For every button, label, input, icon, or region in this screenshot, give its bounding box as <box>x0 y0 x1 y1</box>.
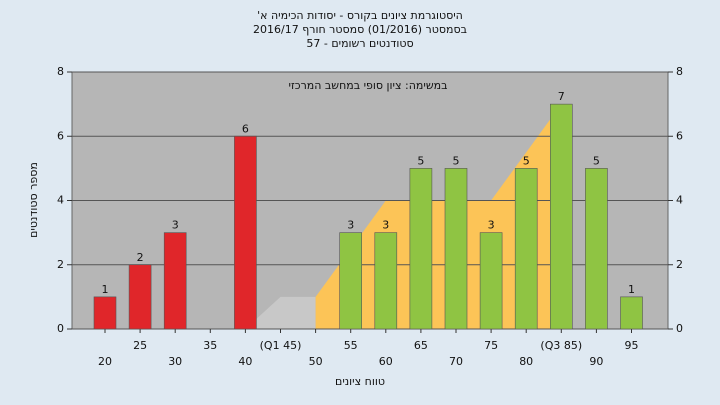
x-tick-label: 35 <box>203 339 217 352</box>
bar <box>444 168 468 330</box>
x-tick-label: 25 <box>133 339 147 352</box>
x-tick-label: 65 <box>414 339 428 352</box>
bar <box>93 296 117 330</box>
x-tick-label: (Q1 45) <box>260 339 302 352</box>
data-label: 3 <box>382 219 389 232</box>
x-tick-label: 80 <box>519 355 533 368</box>
x-tick-label: 50 <box>309 355 323 368</box>
data-label: 3 <box>172 219 179 232</box>
bar <box>163 232 187 330</box>
x-tick-label: 55 <box>344 339 358 352</box>
y2-tick-label: 8 <box>676 65 683 78</box>
y2-tick-label: 0 <box>676 322 683 335</box>
area <box>245 296 316 329</box>
bar <box>374 232 398 330</box>
data-label: 5 <box>453 154 460 167</box>
y-tick-label: 6 <box>57 129 64 142</box>
y-tick-label: 2 <box>57 258 64 271</box>
data-label: 1 <box>102 283 109 296</box>
bar <box>409 168 433 330</box>
x-tick-label: 60 <box>379 355 393 368</box>
y-tick-label: 4 <box>57 194 64 207</box>
bar <box>128 264 152 330</box>
bar <box>620 296 643 330</box>
bar <box>514 168 538 330</box>
x-tick-label: 20 <box>98 355 112 368</box>
data-label: 6 <box>242 122 249 135</box>
x-tick-label: 75 <box>484 339 498 352</box>
chart-title: היסטוגרמת ציונים בקורס - יסודות הכימיה א… <box>257 9 463 22</box>
bar <box>339 232 363 330</box>
data-label: 5 <box>523 154 530 167</box>
annotation: במשימה: ציון סופי במחשב המרכזי <box>288 79 447 92</box>
data-label: 3 <box>488 219 495 232</box>
bar <box>549 103 573 330</box>
x-tick-label: 70 <box>449 355 463 368</box>
y2-tick-label: 6 <box>676 129 683 142</box>
x-tick-label: 95 <box>625 339 639 352</box>
chart-subtitle: סטודנטים רשומים - 57 <box>306 37 413 50</box>
x-tick-label: 30 <box>168 355 182 368</box>
data-label: 5 <box>593 154 600 167</box>
y2-tick-label: 4 <box>676 194 683 207</box>
data-label: 3 <box>347 219 354 232</box>
y2-tick-label: 2 <box>676 258 683 271</box>
data-label: 1 <box>628 283 635 296</box>
y-tick-label: 0 <box>57 322 64 335</box>
y-axis-label: מספר סטודנטים <box>27 162 40 238</box>
y-tick-label: 8 <box>57 65 64 78</box>
chart-subtitle: בסמסטר (01/2016) סמסטר חורף 2016/17 <box>253 23 467 36</box>
data-label: 2 <box>137 251 144 264</box>
data-label: 5 <box>417 154 424 167</box>
x-axis-label: טווח ציונים <box>335 375 385 388</box>
bar <box>479 232 503 330</box>
x-tick-label: 90 <box>589 355 603 368</box>
data-label: 7 <box>558 90 565 103</box>
bar <box>234 135 257 330</box>
x-tick-label: 40 <box>238 355 252 368</box>
bar <box>585 168 608 330</box>
x-tick-label: (Q3 85) <box>540 339 582 352</box>
